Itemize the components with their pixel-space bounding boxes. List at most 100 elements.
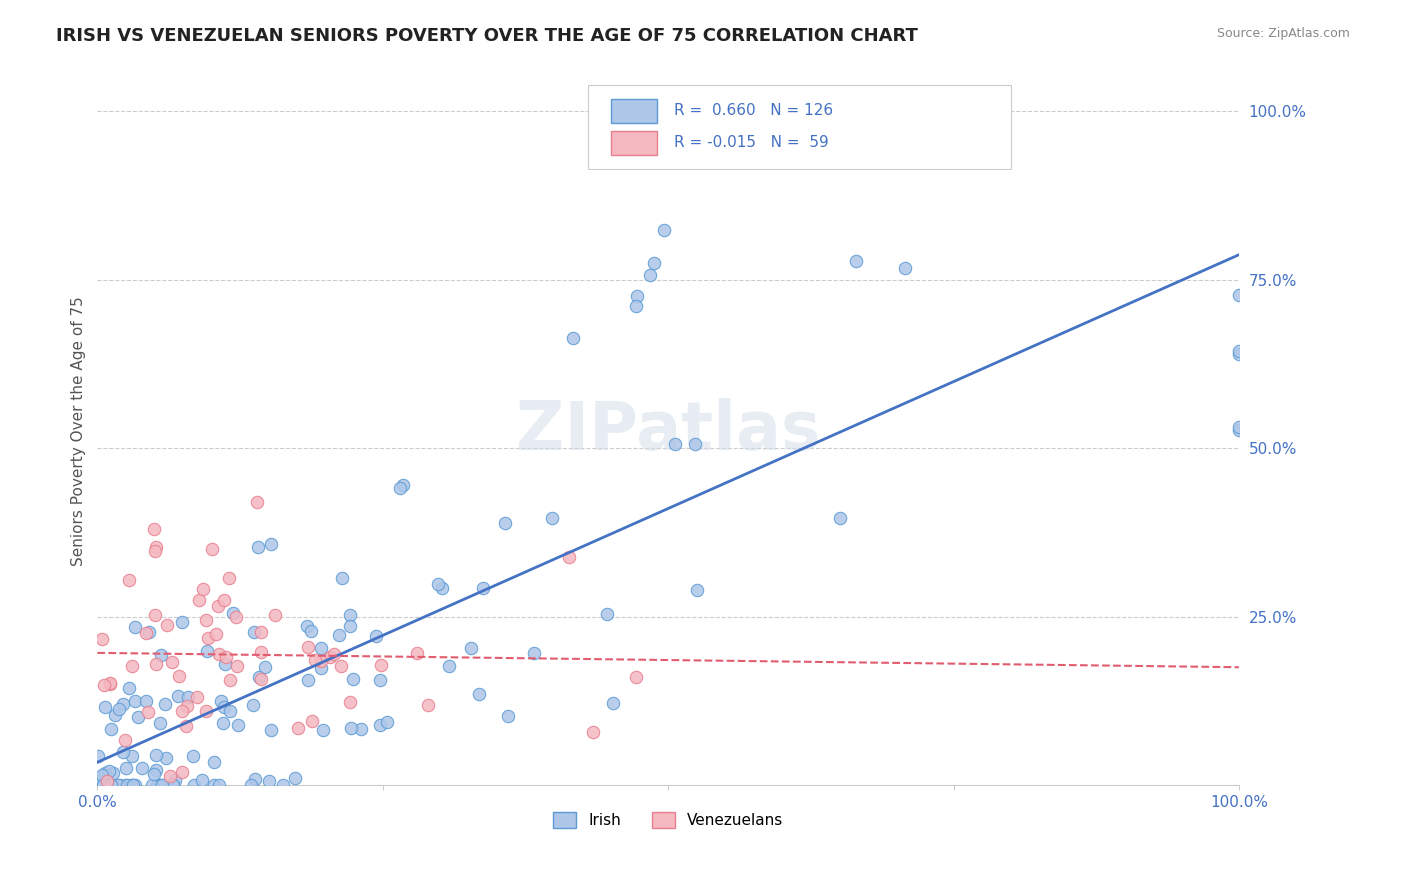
Irish [148, 778, 170, 792]
Venezuelans [93, 678, 115, 692]
Irish [1227, 287, 1250, 301]
Irish [595, 607, 617, 621]
Irish [472, 582, 495, 596]
Irish [1227, 347, 1250, 361]
Venezuelans [191, 582, 214, 596]
Irish [498, 709, 520, 723]
Venezuelans [582, 724, 605, 739]
Venezuelans [194, 704, 217, 718]
Venezuelans [159, 769, 181, 783]
Irish [643, 256, 665, 270]
Irish [523, 646, 546, 660]
Irish [87, 748, 110, 763]
Irish [150, 648, 173, 663]
Irish [127, 710, 149, 724]
Irish [299, 624, 322, 638]
Venezuelans [318, 650, 340, 665]
Venezuelans [249, 624, 271, 639]
Irish [845, 254, 868, 268]
Irish [309, 661, 332, 675]
Irish [103, 765, 125, 780]
Venezuelans [98, 677, 121, 691]
Irish [94, 700, 117, 714]
Venezuelans [118, 573, 141, 587]
Irish [240, 778, 263, 792]
Irish [202, 778, 225, 792]
Irish [115, 761, 138, 775]
Irish [141, 778, 163, 792]
Irish [181, 749, 204, 764]
Irish [118, 681, 141, 696]
Irish [392, 478, 415, 492]
Irish [460, 641, 482, 656]
Venezuelans [370, 657, 392, 672]
Text: R =  0.660   N = 126: R = 0.660 N = 126 [673, 103, 832, 119]
Irish [664, 437, 686, 451]
Irish [162, 778, 184, 792]
Irish [97, 778, 120, 792]
Irish [165, 772, 187, 787]
Irish [284, 772, 307, 786]
Irish [561, 331, 583, 345]
Irish [212, 715, 235, 730]
Irish [124, 619, 146, 633]
Irish [121, 778, 143, 792]
Irish [121, 748, 143, 763]
Irish [94, 765, 117, 780]
Irish [150, 778, 173, 792]
Text: Source: ZipAtlas.com: Source: ZipAtlas.com [1216, 27, 1350, 40]
Irish [219, 704, 242, 718]
Venezuelans [246, 495, 269, 509]
Venezuelans [301, 714, 323, 728]
Irish [142, 767, 165, 781]
Irish [894, 260, 917, 275]
Irish [107, 778, 129, 792]
Venezuelans [208, 647, 231, 661]
Venezuelans [250, 673, 273, 687]
Venezuelans [176, 698, 198, 713]
Venezuelans [304, 653, 326, 667]
Irish [652, 223, 675, 237]
Irish [162, 778, 184, 792]
Venezuelans [416, 698, 439, 713]
Irish [311, 641, 333, 656]
Venezuelans [218, 571, 240, 585]
Irish [243, 772, 266, 786]
Irish [494, 516, 516, 530]
Venezuelans [136, 706, 159, 720]
Y-axis label: Seniors Poverty Over the Age of 75: Seniors Poverty Over the Age of 75 [72, 296, 86, 566]
Irish [150, 778, 173, 792]
Irish [366, 630, 388, 644]
Irish [247, 670, 270, 684]
Venezuelans [330, 659, 353, 673]
Irish [93, 778, 115, 792]
Irish [828, 511, 851, 525]
Venezuelans [195, 613, 218, 627]
Irish [328, 627, 350, 641]
Venezuelans [186, 690, 208, 704]
Irish [259, 537, 281, 551]
Irish [100, 722, 122, 736]
Irish [90, 772, 112, 787]
Irish [145, 747, 167, 762]
Venezuelans [169, 669, 191, 683]
Venezuelans [160, 656, 183, 670]
Venezuelans [226, 658, 249, 673]
Venezuelans [339, 695, 361, 709]
Irish [166, 690, 188, 704]
Irish [222, 606, 245, 620]
Irish [437, 659, 460, 673]
Text: ZIPatlas: ZIPatlas [516, 398, 821, 464]
Irish [112, 698, 135, 712]
Venezuelans [626, 670, 648, 684]
Irish [1227, 344, 1250, 359]
Venezuelans [145, 657, 167, 672]
Irish [426, 577, 449, 591]
Irish [541, 511, 564, 525]
Venezuelans [558, 550, 581, 565]
Venezuelans [143, 544, 166, 558]
Venezuelans [143, 522, 166, 536]
Irish [170, 615, 193, 629]
Venezuelans [170, 764, 193, 779]
Irish [368, 718, 391, 732]
